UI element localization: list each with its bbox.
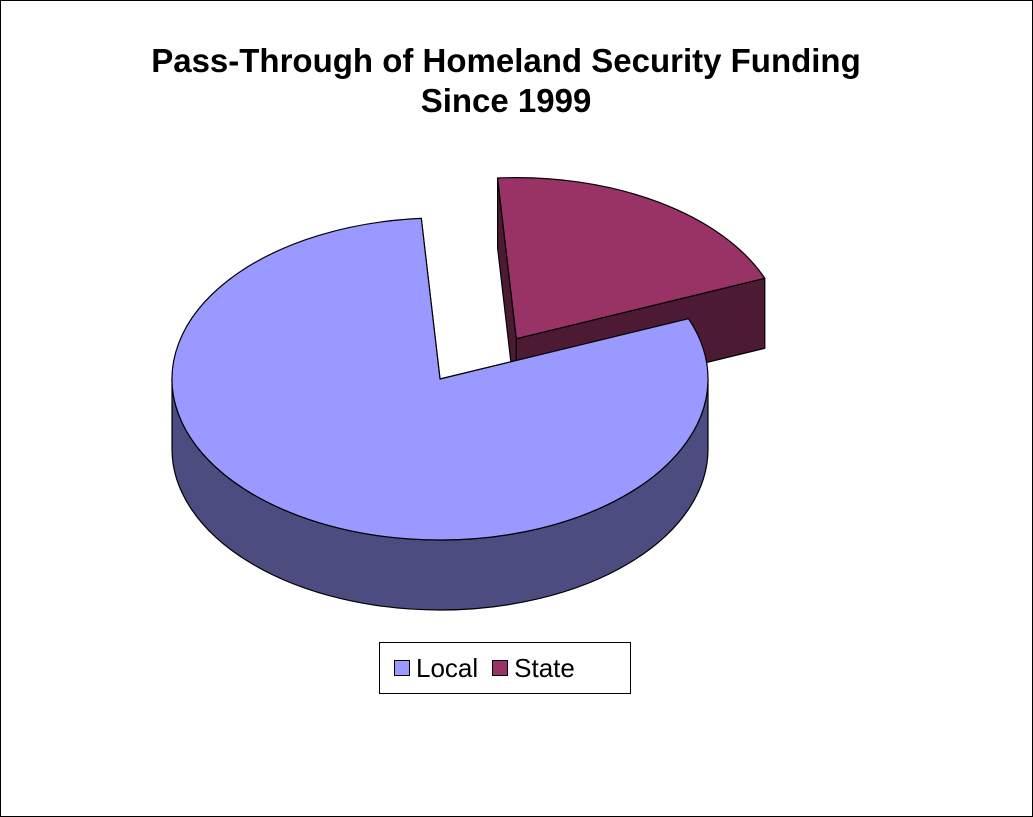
legend-item-state: State (492, 653, 575, 684)
pie-slice-local-top (171, 217, 709, 541)
legend-swatch-state (492, 660, 509, 676)
chart-title-line-1: Pass-Through of Homeland Security Fundin… (151, 42, 861, 79)
legend-swatch-local (394, 660, 410, 676)
legend-label-local: Local (416, 652, 479, 683)
legend-item-local: Local (394, 653, 478, 684)
legend-label-state: State (514, 652, 575, 683)
chart-title: Pass-Through of Homeland Security Fundin… (1, 41, 1011, 121)
chart-legend: Local State (379, 642, 631, 694)
chart-title-line-2: Since 1999 (420, 82, 592, 119)
pie-slice-state-top (497, 177, 766, 340)
